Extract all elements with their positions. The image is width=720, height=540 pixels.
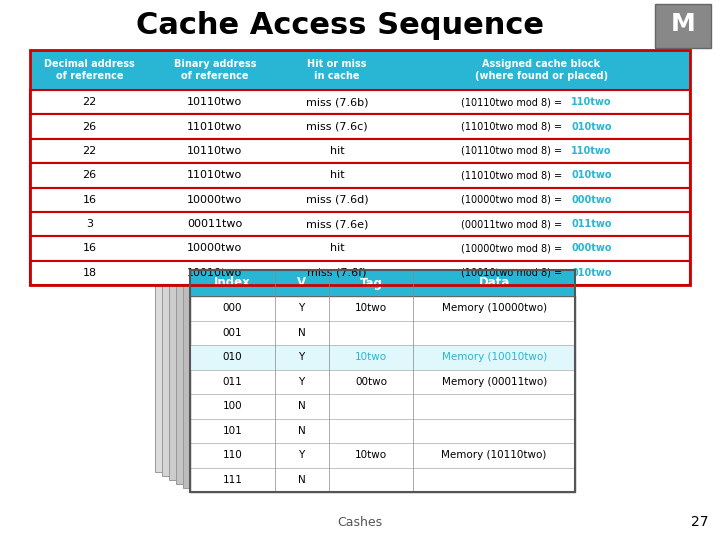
Bar: [190, 345, 575, 369]
Text: (10000two mod 8) =: (10000two mod 8) =: [462, 244, 566, 253]
Bar: [30, 261, 690, 285]
Text: hit: hit: [330, 244, 344, 253]
Text: 10010two: 10010two: [187, 268, 243, 278]
Text: Data: Data: [479, 276, 510, 289]
Text: 010two: 010two: [571, 268, 612, 278]
Text: Hit or miss
in cache: Hit or miss in cache: [307, 59, 366, 81]
Bar: [155, 250, 540, 472]
Text: Cashes: Cashes: [338, 516, 382, 529]
Text: N: N: [298, 401, 305, 411]
Text: Memory (00011two): Memory (00011two): [441, 377, 546, 387]
Text: 110two: 110two: [571, 97, 612, 107]
Text: (10000two mod 8) =: (10000two mod 8) =: [462, 195, 566, 205]
Bar: [30, 163, 690, 187]
Text: (11010two mod 8) =: (11010two mod 8) =: [462, 170, 566, 180]
Text: 26: 26: [82, 170, 96, 180]
Text: Cache Access Sequence: Cache Access Sequence: [136, 10, 544, 39]
Bar: [30, 187, 690, 212]
Text: V: V: [297, 276, 306, 289]
Text: 16: 16: [82, 244, 96, 253]
Text: 27: 27: [691, 515, 708, 529]
Bar: [30, 114, 690, 139]
Text: Y: Y: [299, 377, 305, 387]
Text: 110two: 110two: [571, 146, 612, 156]
Text: Assigned cache block
(where found or placed): Assigned cache block (where found or pla…: [475, 59, 608, 81]
Text: 111: 111: [222, 475, 243, 485]
Text: Binary address
of reference: Binary address of reference: [174, 59, 256, 81]
Text: 110: 110: [222, 450, 242, 460]
Text: 000two: 000two: [571, 244, 612, 253]
Text: miss (7.6b): miss (7.6b): [306, 97, 368, 107]
Bar: [30, 212, 690, 237]
Text: 3: 3: [86, 219, 93, 229]
Text: N: N: [298, 426, 305, 436]
Text: 000two: 000two: [571, 195, 612, 205]
Text: Y: Y: [299, 352, 305, 362]
Text: Index: Index: [214, 276, 251, 289]
Text: (10110two mod 8) =: (10110two mod 8) =: [462, 97, 566, 107]
Text: 22: 22: [82, 97, 96, 107]
Bar: [30, 237, 690, 261]
Bar: [190, 270, 575, 492]
Text: 011: 011: [222, 377, 242, 387]
Text: 010two: 010two: [571, 122, 612, 132]
Text: Y: Y: [299, 303, 305, 313]
Text: Tag: Tag: [359, 276, 382, 289]
Text: 101: 101: [222, 426, 242, 436]
Text: 11010two: 11010two: [187, 122, 243, 132]
Text: (00011two mod 8) =: (00011two mod 8) =: [462, 219, 566, 229]
Text: 26: 26: [82, 122, 96, 132]
Bar: [183, 266, 568, 488]
Text: Memory (10000two): Memory (10000two): [441, 303, 546, 313]
Text: Μ: Μ: [670, 12, 696, 36]
Text: Memory (10110two): Memory (10110two): [441, 450, 546, 460]
Bar: [30, 50, 690, 285]
Bar: [30, 139, 690, 163]
Text: 10two: 10two: [355, 352, 387, 362]
Text: 10110two: 10110two: [187, 146, 243, 156]
Text: miss (7.6f): miss (7.6f): [307, 268, 366, 278]
Text: 000: 000: [222, 303, 242, 313]
Text: miss (7.6e): miss (7.6e): [306, 219, 368, 229]
Text: (10110two mod 8) =: (10110two mod 8) =: [462, 146, 566, 156]
Bar: [655, 4, 711, 48]
Bar: [169, 258, 554, 480]
Text: (11010two mod 8) =: (11010two mod 8) =: [462, 122, 566, 132]
Text: Decimal address
of reference: Decimal address of reference: [44, 59, 135, 81]
Text: N: N: [298, 328, 305, 338]
Bar: [190, 270, 575, 296]
Text: 100: 100: [222, 401, 242, 411]
Text: 11010two: 11010two: [187, 170, 243, 180]
Text: hit: hit: [330, 146, 344, 156]
Text: (10010two mod 8) =: (10010two mod 8) =: [462, 268, 566, 278]
Text: 00011two: 00011two: [187, 219, 243, 229]
Bar: [30, 50, 690, 90]
Text: miss (7.6d): miss (7.6d): [305, 195, 368, 205]
Text: 010: 010: [222, 352, 242, 362]
Text: 22: 22: [82, 146, 96, 156]
Text: 10000two: 10000two: [187, 244, 243, 253]
Text: 011two: 011two: [571, 219, 612, 229]
Text: 18: 18: [82, 268, 96, 278]
Bar: [30, 90, 690, 114]
Text: 16: 16: [82, 195, 96, 205]
Text: 10110two: 10110two: [187, 97, 243, 107]
Text: 001: 001: [222, 328, 242, 338]
Text: 010two: 010two: [571, 170, 612, 180]
Text: hit: hit: [330, 170, 344, 180]
Bar: [162, 254, 547, 476]
Text: 10two: 10two: [355, 450, 387, 460]
Text: miss (7.6c): miss (7.6c): [306, 122, 368, 132]
Bar: [176, 262, 561, 484]
Text: 00two: 00two: [355, 377, 387, 387]
Text: Y: Y: [299, 450, 305, 460]
Text: N: N: [298, 475, 305, 485]
Text: 10000two: 10000two: [187, 195, 243, 205]
Text: 10two: 10two: [355, 303, 387, 313]
Bar: [190, 296, 575, 492]
Text: Memory (10010two): Memory (10010two): [441, 352, 546, 362]
